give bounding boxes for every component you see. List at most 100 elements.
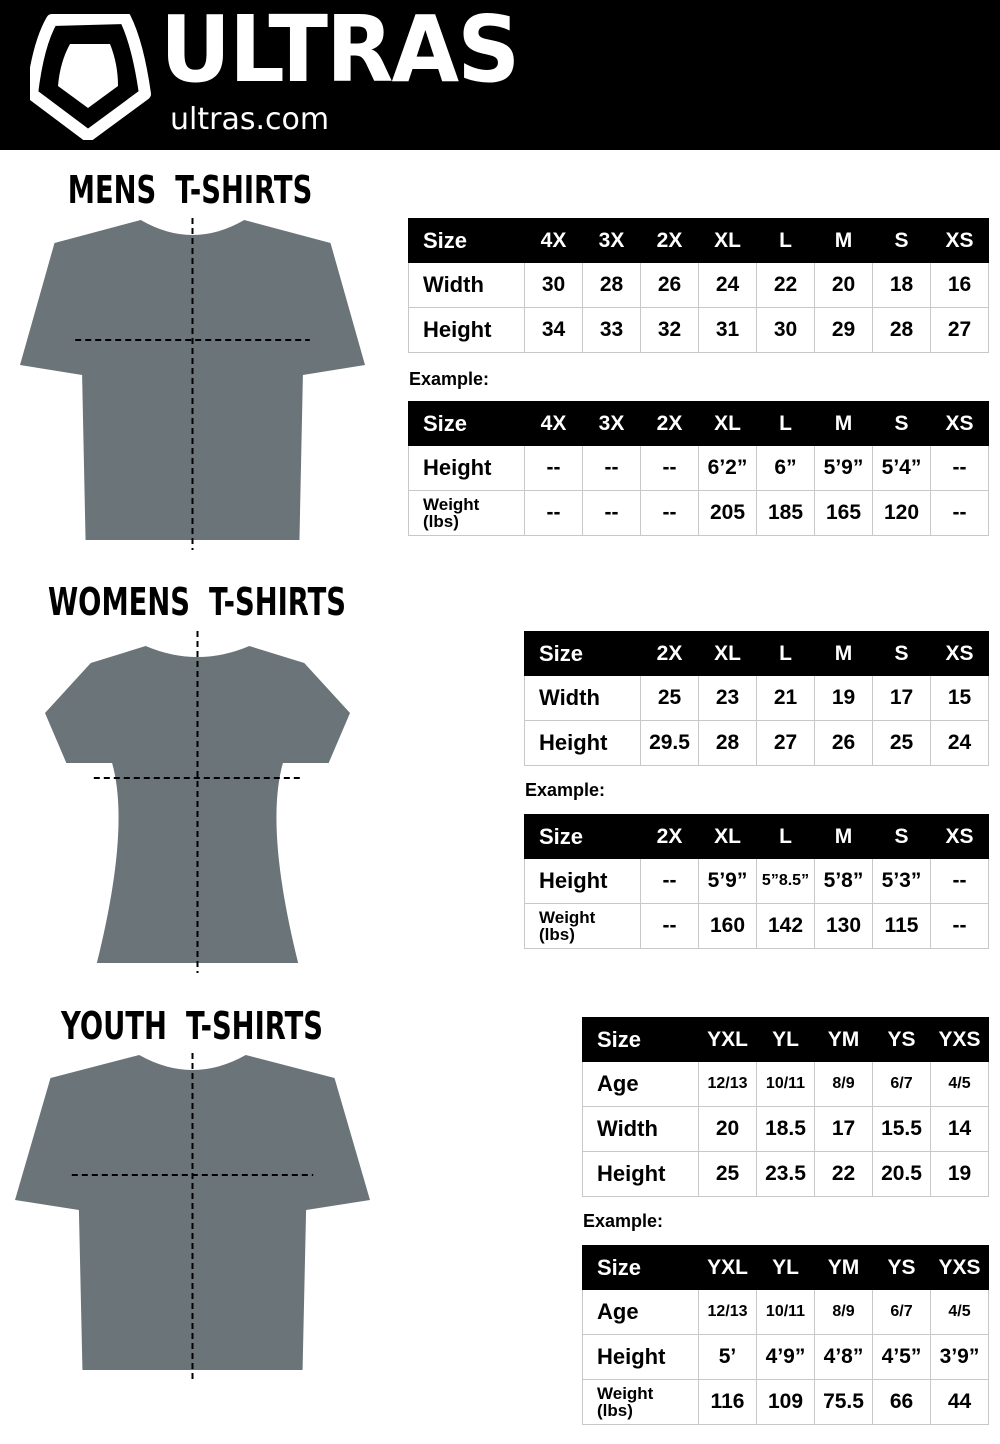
size-header: 3X xyxy=(582,401,641,446)
size-header: M xyxy=(814,218,873,263)
table-cell: -- xyxy=(930,445,989,491)
size-header: S xyxy=(872,631,931,676)
table-row: Height 25 23.5 22 20.5 19 xyxy=(582,1151,989,1197)
header-row: Size 4X 3X 2X XL L M S XS xyxy=(408,218,989,263)
size-header: YL xyxy=(756,1245,815,1290)
table-row: Height 34 33 32 31 30 29 28 27 xyxy=(408,307,989,353)
table-row: Age 12/13 10/11 8/9 6/7 4/5 xyxy=(582,1061,989,1107)
row-label: Width xyxy=(582,1106,699,1152)
table-cell: 5”8.5” xyxy=(756,858,815,904)
size-label: Size xyxy=(524,631,641,676)
size-header: L xyxy=(756,814,815,859)
table-cell: 5’9” xyxy=(698,858,757,904)
size-header: 2X xyxy=(640,218,699,263)
table-cell: 6” xyxy=(756,445,815,491)
table-cell: -- xyxy=(640,445,699,491)
size-header: YL xyxy=(756,1017,815,1062)
table-cell: 6’2” xyxy=(698,445,757,491)
table-cell: -- xyxy=(640,858,699,904)
row-label: Age xyxy=(582,1289,699,1335)
size-header: 2X xyxy=(640,814,699,859)
size-header: S xyxy=(872,401,931,446)
table-cell: 28 xyxy=(582,262,641,308)
mens-section-title: MENS T-SHIRTS xyxy=(67,168,313,212)
row-label: Width xyxy=(408,262,525,308)
table-cell: 24 xyxy=(698,262,757,308)
table-cell: 116 xyxy=(698,1379,757,1425)
table-row: Weight (lbs) -- 160 142 130 115 -- xyxy=(524,903,989,949)
womens-size-chart: Size 2X XL L M S XS Width 25 23 21 19 17 15 Height 29.5… xyxy=(524,631,989,766)
table-cell: 17 xyxy=(814,1106,873,1152)
table-cell: 130 xyxy=(814,903,873,949)
table-cell: -- xyxy=(582,490,641,536)
table-cell: 31 xyxy=(698,307,757,353)
mens-size-chart: Size 4X 3X 2X XL L M S XS Width 30 28 26 24 22 20 18 16 He… xyxy=(408,218,989,353)
size-header: YM xyxy=(814,1245,873,1290)
womens-example-chart: Size 2X XL L M S XS Height -- 5’9” 5”8.5” 5’8” 5’3” -… xyxy=(524,814,989,949)
table-cell: 15 xyxy=(930,675,989,721)
table-cell: 27 xyxy=(756,720,815,766)
size-header: YXS xyxy=(930,1245,989,1290)
table-cell: 33 xyxy=(582,307,641,353)
size-header: YS xyxy=(872,1245,931,1290)
example-label: Example: xyxy=(583,1211,664,1231)
table-cell: 6/7 xyxy=(872,1289,931,1335)
table-cell: 5’ xyxy=(698,1334,757,1380)
size-header: 4X xyxy=(524,401,583,446)
youth-example-chart: Size YXL YL YM YS YXS Age 12/13 10/11 8/9 6/7 4/5 He… xyxy=(582,1245,989,1425)
table-cell: 27 xyxy=(930,307,989,353)
table-row: Weight (lbs) -- -- -- 205 185 165 120 -- xyxy=(408,490,989,536)
size-header: S xyxy=(872,218,931,263)
size-label: Size xyxy=(408,401,525,446)
table-cell: 10/11 xyxy=(756,1061,815,1107)
table-cell: 4’9” xyxy=(756,1334,815,1380)
size-header: XS xyxy=(930,814,989,859)
table-cell: 120 xyxy=(872,490,931,536)
size-header: M xyxy=(814,631,873,676)
example-label: Example: xyxy=(409,369,490,389)
row-label: Height xyxy=(524,720,641,766)
table-cell: 22 xyxy=(756,262,815,308)
table-row: Height -- 5’9” 5”8.5” 5’8” 5’3” -- xyxy=(524,858,989,904)
size-label: Size xyxy=(524,814,641,859)
size-header: 2X xyxy=(640,631,699,676)
brand-name: ULTRAS xyxy=(160,0,520,103)
size-header: YS xyxy=(872,1017,931,1062)
table-row: Width 30 28 26 24 22 20 18 16 xyxy=(408,262,989,308)
table-cell: 19 xyxy=(814,675,873,721)
womens-section-title: WOMENS T-SHIRTS xyxy=(48,580,347,624)
table-row: Height 5’ 4’9” 4’8” 4’5” 3’9” xyxy=(582,1334,989,1380)
table-cell: -- xyxy=(930,490,989,536)
table-cell: 75.5 xyxy=(814,1379,873,1425)
table-cell: 18.5 xyxy=(756,1106,815,1152)
table-cell: 12/13 xyxy=(698,1289,757,1335)
table-cell: 5’9” xyxy=(814,445,873,491)
size-header: M xyxy=(814,814,873,859)
size-header: YXS xyxy=(930,1017,989,1062)
table-cell: 23.5 xyxy=(756,1151,815,1197)
table-cell: 66 xyxy=(872,1379,931,1425)
row-label: Height xyxy=(582,1334,699,1380)
womens-tshirt-image xyxy=(45,628,350,978)
table-cell: 26 xyxy=(814,720,873,766)
table-cell: 25 xyxy=(640,675,699,721)
youth-size-chart: Size YXL YL YM YS YXS Age 12/13 10/11 8/9 6/7 4/5 Wi… xyxy=(582,1017,989,1197)
table-cell: 20 xyxy=(698,1106,757,1152)
table-cell: 29.5 xyxy=(640,720,699,766)
header-row: Size 4X 3X 2X XL L M S XS xyxy=(408,401,989,446)
table-cell: 6/7 xyxy=(872,1061,931,1107)
table-cell: 8/9 xyxy=(814,1289,873,1335)
table-row: Width 20 18.5 17 15.5 14 xyxy=(582,1106,989,1152)
header-row: Size 2X XL L M S XS xyxy=(524,814,989,859)
size-header: XS xyxy=(930,631,989,676)
table-row: Height 29.5 28 27 26 25 24 xyxy=(524,720,989,766)
size-header: L xyxy=(756,631,815,676)
table-cell: 16 xyxy=(930,262,989,308)
size-header: YXL xyxy=(698,1245,757,1290)
header-row: Size 2X XL L M S XS xyxy=(524,631,989,676)
table-cell: 115 xyxy=(872,903,931,949)
table-cell: 34 xyxy=(524,307,583,353)
row-label: Height xyxy=(408,307,525,353)
size-header: XS xyxy=(930,218,989,263)
table-cell: 12/13 xyxy=(698,1061,757,1107)
